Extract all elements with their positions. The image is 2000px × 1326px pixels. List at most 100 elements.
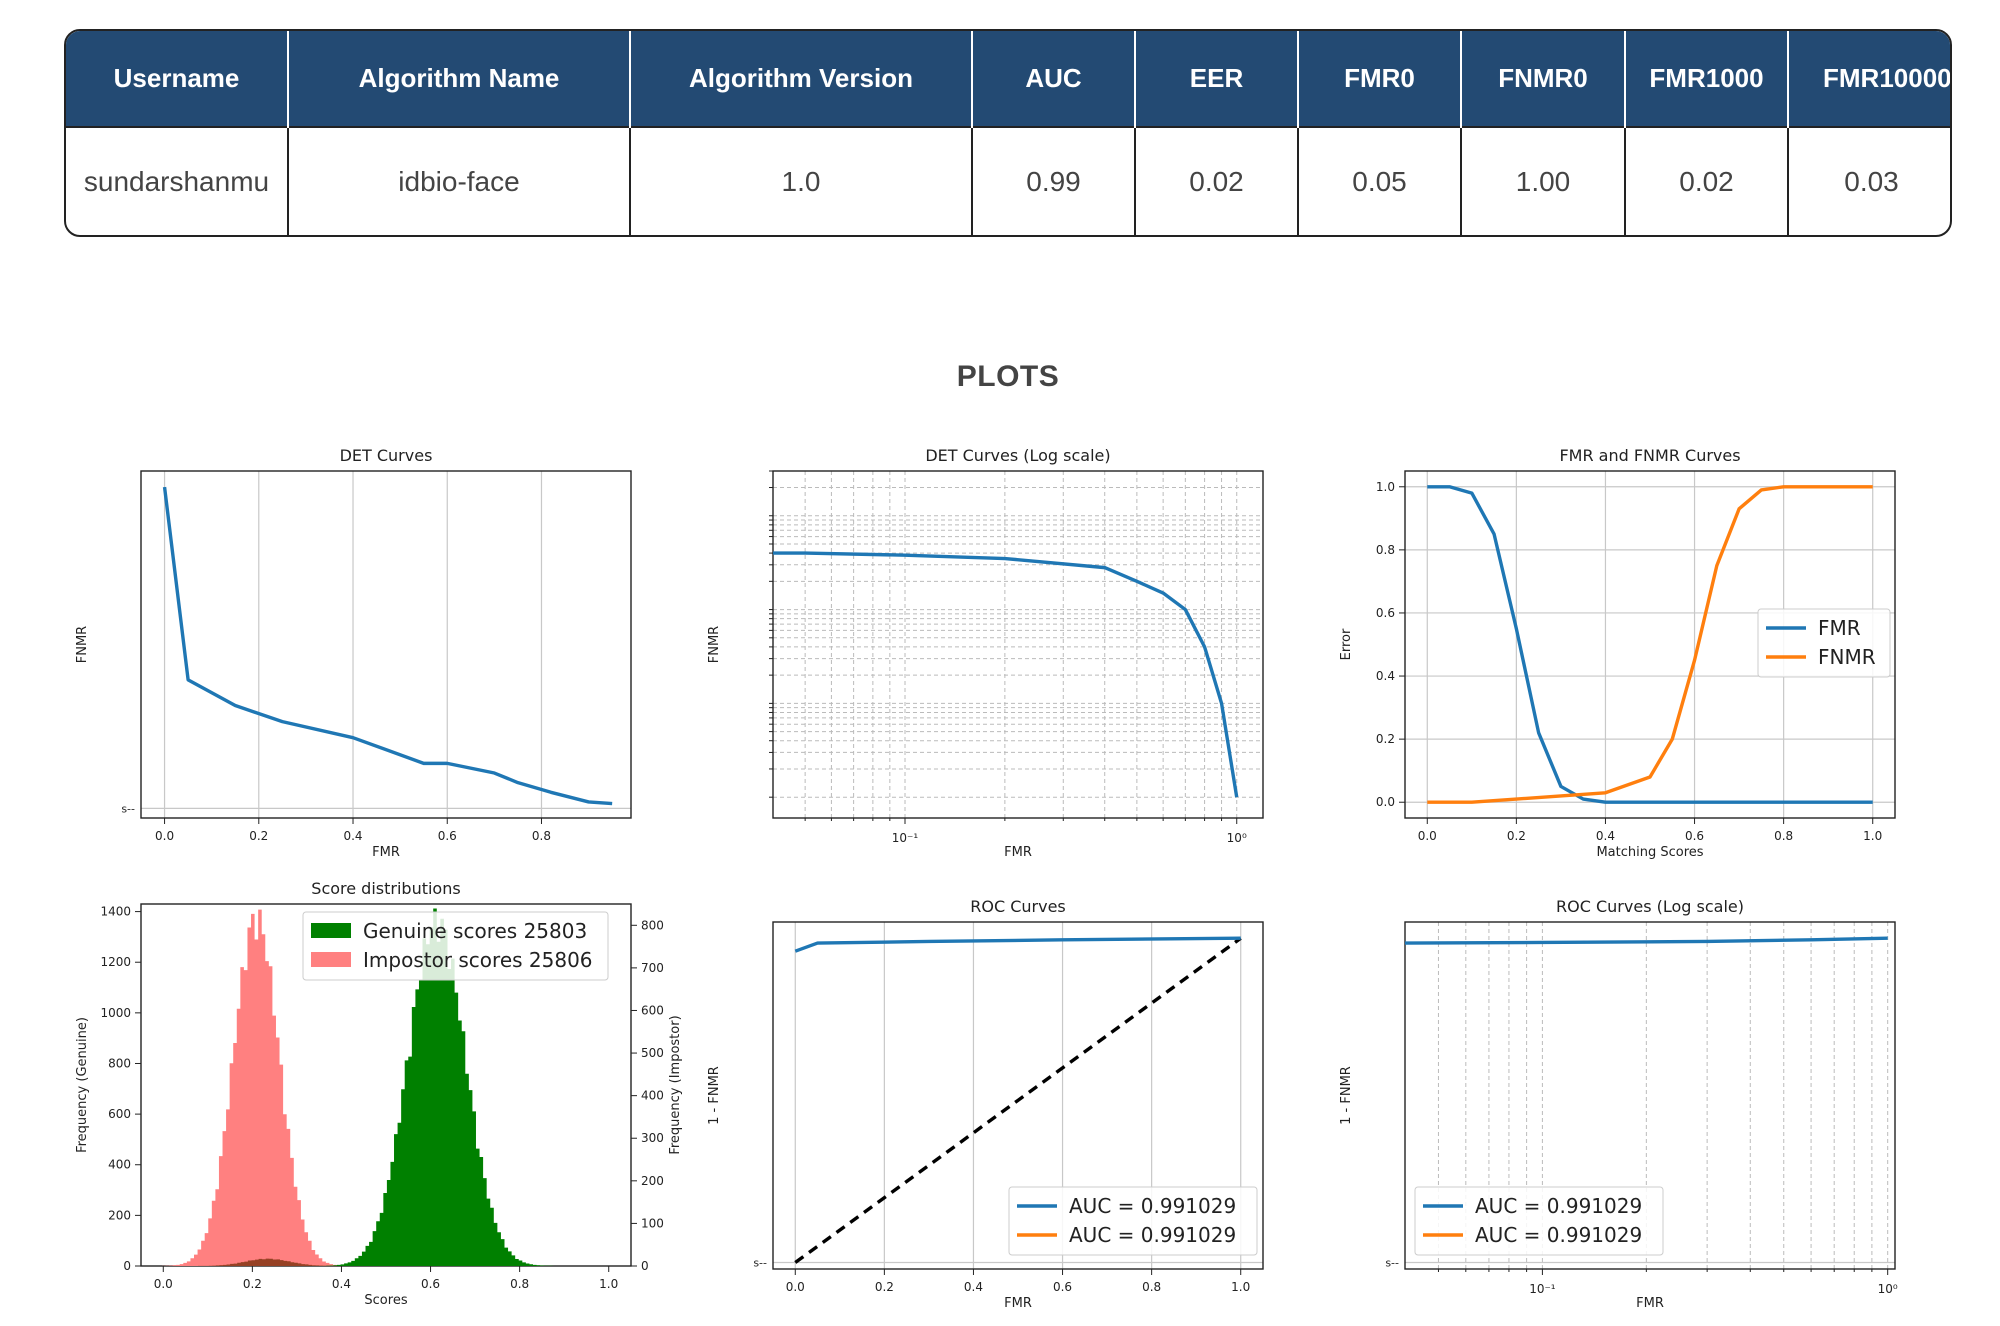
x-tick-label: 0.6: [1685, 829, 1704, 843]
y-tick-label: 1400: [100, 905, 131, 919]
x-tick-label: 0.4: [332, 1277, 351, 1291]
legend-patch: [311, 923, 351, 938]
results-table: Username Algorithm Name Algorithm Versio…: [66, 31, 1950, 235]
plot-title: DET Curves (Log scale): [925, 446, 1110, 465]
y-axis-label: FNMR: [707, 626, 722, 663]
col-header-username[interactable]: Username: [66, 31, 289, 127]
chart-det-log: 10⁻¹ 10⁰ DET Curves (Log scale) FMR FNMR: [707, 446, 1264, 860]
y-tick-label-right: 300: [641, 1131, 664, 1145]
y-tick-label: 800: [108, 1056, 131, 1070]
x-axis-label: Matching Scores: [1596, 845, 1703, 860]
x-tick-label: 0.0: [154, 1277, 173, 1291]
y-tick-label: 1200: [100, 955, 131, 969]
y-tick-label: 600: [108, 1107, 131, 1121]
col-header-algorithm-version[interactable]: Algorithm Version: [630, 31, 973, 127]
x-tick-label: 10⁻¹: [892, 831, 919, 845]
x-tick-label: 0.2: [249, 829, 268, 843]
col-header-fmr0[interactable]: FMR0: [1298, 31, 1462, 127]
plot-frame: [772, 921, 1264, 1270]
series-line-fnmr: [1427, 485, 1873, 804]
plot-title: FMR and FNMR Curves: [1559, 446, 1740, 465]
y-tick-label-right: 700: [641, 961, 664, 975]
legend-box: [302, 911, 609, 981]
cell-auc: 0.99: [972, 126, 1136, 235]
det-log-series-line: [773, 551, 1239, 798]
y-tick-label: s--: [121, 802, 135, 815]
x-tick-label: 1.0: [1863, 829, 1882, 843]
det-series-line: [162, 486, 613, 806]
x-axis-label: FMR: [372, 845, 400, 860]
plot-frame: [772, 470, 1264, 819]
col-header-fmr1000[interactable]: FMR1000: [1625, 31, 1789, 127]
y-axis-label: Error: [1339, 628, 1354, 660]
cell-algorithm-version: 1.0: [630, 126, 973, 235]
x-tick-label: 0.0: [155, 829, 174, 843]
y-tick-label: 0.4: [1376, 669, 1395, 683]
col-header-fnmr0[interactable]: FNMR0: [1461, 31, 1626, 127]
y-tick-label: 0.8: [1376, 543, 1395, 557]
cell-fnmr0: 1.00: [1461, 126, 1626, 235]
y-tick-label-right: 800: [641, 918, 664, 932]
cell-eer: 0.02: [1135, 126, 1299, 235]
x-axis-label: Scores: [364, 1293, 407, 1308]
col-header-algorithm-name[interactable]: Algorithm Name: [288, 31, 631, 127]
y-tick-label: 1000: [100, 1006, 131, 1020]
chart-roc-curves: 0.0 0.2 0.4 0.6 0.8 1.0 s-- ROC Curves FMR 1 - FN…: [707, 897, 1264, 1311]
legend-box: [1414, 1186, 1664, 1256]
x-tick-label: 0.6: [421, 1277, 440, 1291]
table-header-row: Username Algorithm Name Algorithm Versio…: [66, 31, 1950, 127]
col-header-eer[interactable]: EER: [1135, 31, 1299, 127]
y-tick-label: 0.6: [1376, 606, 1395, 620]
plot-title: DET Curves: [340, 446, 433, 465]
roc-log-series-line: [1404, 936, 1888, 945]
legend-box: [1757, 608, 1891, 678]
x-tick-label: 0.0: [786, 1280, 805, 1294]
y-tick-label: 1.0: [1376, 480, 1395, 494]
legend-label: Impostor scores 25806: [363, 948, 593, 972]
plot-frame: [140, 470, 632, 819]
col-header-fmr10000[interactable]: FMR10000: [1788, 31, 1950, 127]
legend-box: [1008, 1186, 1258, 1256]
x-tick-label: 0.8: [532, 829, 551, 843]
col-header-auc[interactable]: AUC: [972, 31, 1136, 127]
plots-heading: PLOTS: [956, 360, 1060, 393]
x-tick-label: 10⁰: [1227, 831, 1247, 845]
y-tick-label-right: 500: [641, 1046, 664, 1060]
x-tick-label: 0.6: [1053, 1280, 1072, 1294]
legend-label: AUC = 0.991029: [1475, 1223, 1642, 1247]
x-tick-label: 1.0: [1231, 1280, 1250, 1294]
y-tick-label: 400: [108, 1158, 131, 1172]
y-tick-label-right: 600: [641, 1003, 664, 1017]
x-tick-label: 0.4: [964, 1280, 983, 1294]
x-tick-label: 0.4: [1596, 829, 1615, 843]
plot-frame: [1404, 470, 1896, 819]
x-tick-label: 0.2: [875, 1280, 894, 1294]
series-line-fmr: [1427, 485, 1873, 804]
y-tick-label: 200: [108, 1208, 131, 1222]
x-tick-label: 0.4: [343, 829, 362, 843]
legend-label: AUC = 0.991029: [1475, 1194, 1642, 1218]
genuine-histogram: [319, 908, 555, 1266]
x-tick-label: 0.8: [1142, 1280, 1161, 1294]
diagonal-line: [794, 936, 1242, 1264]
x-tick-label: 0.2: [243, 1277, 262, 1291]
plot-title: Score distributions: [311, 879, 460, 898]
cell-fmr10000: 0.03: [1788, 126, 1950, 235]
table-row: sundarshanmu idbio-face 1.0 0.99 0.02 0.…: [66, 126, 1950, 235]
legend-label: FNMR: [1818, 645, 1876, 669]
x-tick-label: 10⁰: [1878, 1282, 1898, 1296]
cell-username: sundarshanmu: [66, 126, 289, 235]
legend-label: AUC = 0.991029: [1069, 1194, 1236, 1218]
legend-label: AUC = 0.991029: [1069, 1223, 1236, 1247]
legend-label: FMR: [1818, 616, 1861, 640]
x-axis-label: FMR: [1004, 1296, 1032, 1311]
y-tick-label: 0: [123, 1259, 131, 1273]
y-axis-label: Frequency (Genuine): [75, 1017, 90, 1153]
legend-patch: [311, 952, 351, 967]
legend-label: Genuine scores 25803: [363, 919, 587, 943]
x-tick-label: 0.6: [438, 829, 457, 843]
x-tick-label: 10⁻¹: [1529, 1282, 1556, 1296]
y-tick-label-right: 400: [641, 1089, 664, 1103]
y-tick-label: s--: [1385, 1257, 1399, 1270]
